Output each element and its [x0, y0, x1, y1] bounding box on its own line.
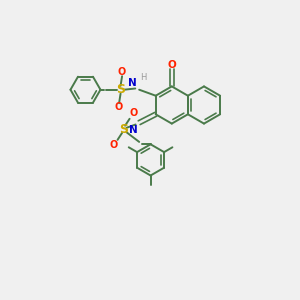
Text: S: S — [116, 83, 125, 96]
Text: N: N — [129, 125, 138, 135]
Text: O: O — [118, 67, 126, 77]
Text: O: O — [115, 102, 123, 112]
Text: O: O — [167, 60, 176, 70]
Text: N: N — [128, 78, 137, 88]
Text: O: O — [110, 140, 118, 150]
Text: S: S — [119, 123, 128, 136]
Text: H: H — [140, 73, 147, 82]
Text: O: O — [129, 108, 138, 118]
